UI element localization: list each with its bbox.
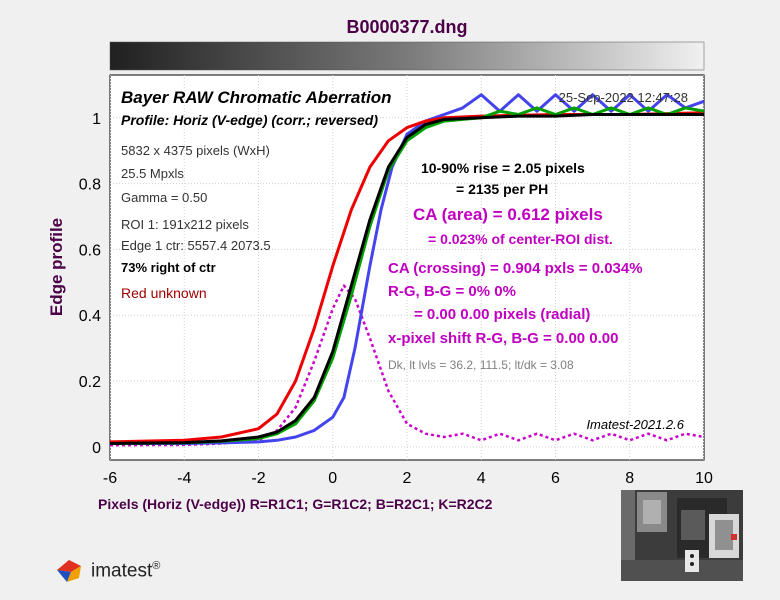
info-line-3: Gamma = 0.50 — [121, 190, 207, 205]
x-tick-label: -2 — [251, 470, 265, 487]
y-tick-label: 0.4 — [79, 308, 101, 325]
x-tick-label: 10 — [695, 470, 713, 487]
imatest-logo-icon — [57, 560, 81, 582]
info-line-5: Edge 1 ctr: 5557.4 2073.5 — [121, 238, 271, 253]
series-line-r-g — [110, 284, 704, 447]
imatest-logo: imatest® — [55, 558, 160, 584]
series-line-k — [110, 113, 704, 445]
dark-light-levels: Dk, lt lvls = 36.2, 111.5; lt/dk = 3.08 — [388, 358, 574, 372]
plot-subheading: Profile: Horiz (V-edge) (corr.; reversed… — [121, 112, 378, 128]
ca-area: CA (area) = 0.612 pixels — [413, 205, 603, 224]
x-tick-label: -4 — [177, 470, 191, 487]
y-tick-label: 0.6 — [79, 242, 101, 259]
image-thumbnail — [621, 490, 743, 581]
rise-line-2: = 2135 per PH — [456, 181, 548, 197]
y-tick-label: 0 — [92, 440, 101, 457]
x-tick-label: 4 — [477, 470, 486, 487]
imatest-logo-text: imatest® — [91, 559, 161, 582]
x-ticks: -6 -4 -2 0 2 4 6 8 10 — [103, 470, 713, 487]
x-tick-label: 2 — [403, 470, 412, 487]
x-tick-label: 6 — [551, 470, 560, 487]
x-tick-label: -6 — [103, 470, 117, 487]
lens-note: Red unknown — [121, 285, 207, 301]
gradient-strip — [109, 41, 705, 71]
bottom-axis-label: Pixels (Horiz (V-edge)) R=R1C1; G=R1C2; … — [98, 496, 493, 512]
x-pixel-shift: x-pixel shift R-G, B-G = 0.00 0.00 — [388, 330, 619, 347]
y-axis-label: Edge profile — [47, 218, 66, 316]
plot-heading: Bayer RAW Chromatic Aberration — [121, 88, 391, 107]
y-tick-label: 1 — [92, 111, 101, 128]
rg-bg-pct: R-G, B-G = 0% 0% — [388, 283, 516, 300]
info-line-2: 25.5 Mpxls — [121, 166, 184, 181]
info-line-4: ROI 1: 191x212 pixels — [121, 217, 249, 232]
rise-line-1: 10-90% rise = 2.05 pixels — [421, 160, 585, 176]
y-tick-label: 0.8 — [79, 177, 101, 194]
position-note: 73% right of ctr — [121, 260, 216, 275]
x-tick-label: 0 — [328, 470, 337, 487]
info-line-1: 5832 x 4375 pixels (WxH) — [121, 143, 270, 158]
series-group — [110, 93, 704, 447]
ca-crossing: CA (crossing) = 0.904 pxls = 0.034% — [388, 260, 643, 277]
ca-area-pct: = 0.023% of center-ROI dist. — [428, 231, 613, 247]
rg-bg-pixels: = 0.00 0.00 pixels (radial) — [414, 306, 590, 323]
window-title: B0000377.dng — [346, 17, 467, 37]
y-ticks: 0 0.2 0.4 0.6 0.8 1 — [79, 111, 101, 457]
date-stamp: 25-Sep-2022 12:47:28 — [559, 90, 688, 105]
version-label: Imatest-2021.2.6 — [586, 417, 684, 432]
y-tick-label: 0.2 — [79, 374, 101, 391]
x-tick-label: 8 — [625, 470, 634, 487]
